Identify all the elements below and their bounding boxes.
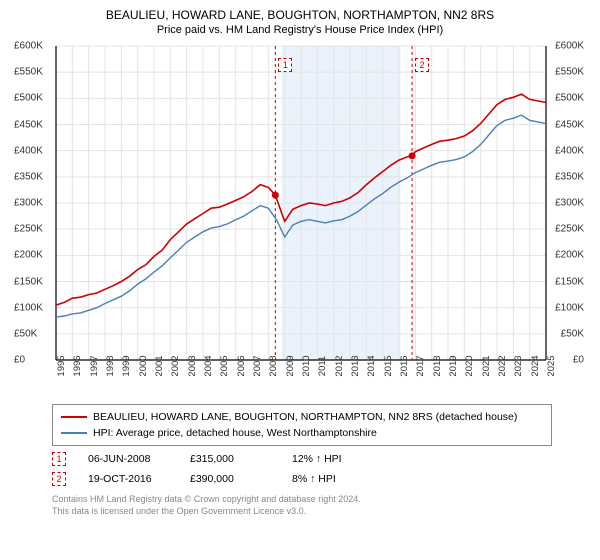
y-axis-label: £50K	[14, 328, 37, 339]
y-axis-label: £150K	[14, 276, 43, 287]
y-axis-label: £450K	[14, 119, 43, 130]
y-axis-label: £250K	[14, 224, 43, 235]
y-axis-label: £350K	[14, 171, 43, 182]
y-axis-label: £100K	[14, 302, 43, 313]
footer-line-1: Contains HM Land Registry data © Crown c…	[52, 494, 588, 506]
y-axis-label-right: £600K	[555, 41, 584, 52]
transaction-date-1: 06-JUN-2008	[88, 453, 168, 465]
y-axis-label-right: £150K	[555, 276, 584, 287]
y-axis-label: £0	[14, 355, 25, 366]
transaction-row-2: 2 19-OCT-2016 £390,000 8% ↑ HPI	[52, 472, 588, 486]
transaction-marker-2: 2	[52, 472, 66, 486]
legend-label-series2: HPI: Average price, detached house, West…	[93, 427, 377, 439]
y-axis-label-right: £350K	[555, 171, 584, 182]
footer-attribution: Contains HM Land Registry data © Crown c…	[52, 494, 588, 517]
legend-swatch-series1	[61, 416, 87, 418]
chart-marker-box: 1	[278, 58, 292, 72]
legend-swatch-series2	[61, 432, 87, 434]
y-axis-label: £550K	[14, 67, 43, 78]
chart-subtitle: Price paid vs. HM Land Registry's House …	[12, 24, 588, 36]
chart-title: BEAULIEU, HOWARD LANE, BOUGHTON, NORTHAM…	[12, 8, 588, 22]
y-axis-label: £300K	[14, 198, 43, 209]
y-axis-label: £400K	[14, 145, 43, 156]
y-axis-label-right: £200K	[555, 250, 584, 261]
chart-svg	[12, 40, 586, 400]
y-axis-label-right: £250K	[555, 224, 584, 235]
y-axis-label-right: £100K	[555, 302, 584, 313]
transaction-price-1: £315,000	[190, 453, 270, 465]
legend-box: BEAULIEU, HOWARD LANE, BOUGHTON, NORTHAM…	[52, 404, 552, 446]
y-axis-label-right: £450K	[555, 119, 584, 130]
y-axis-label-right: £300K	[555, 198, 584, 209]
y-axis-label: £600K	[14, 41, 43, 52]
y-axis-label: £500K	[14, 93, 43, 104]
y-axis-label-right: £400K	[555, 145, 584, 156]
chart-plot-area: £0£0£50K£50K£100K£100K£150K£150K£200K£20…	[12, 40, 586, 400]
y-axis-label-right: £550K	[555, 67, 584, 78]
legend-row-series2: HPI: Average price, detached house, West…	[61, 425, 543, 441]
footer-line-2: This data is licensed under the Open Gov…	[52, 506, 588, 518]
chart-marker-box: 2	[415, 58, 429, 72]
transaction-price-2: £390,000	[190, 473, 270, 485]
chart-container: BEAULIEU, HOWARD LANE, BOUGHTON, NORTHAM…	[0, 0, 600, 560]
transaction-date-2: 19-OCT-2016	[88, 473, 168, 485]
transaction-row-1: 1 06-JUN-2008 £315,000 12% ↑ HPI	[52, 452, 588, 466]
y-axis-label-right: £50K	[561, 328, 584, 339]
x-axis-label: 2025	[546, 355, 586, 376]
transaction-marker-1: 1	[52, 452, 66, 466]
transaction-delta-1: 12% ↑ HPI	[292, 453, 372, 465]
y-axis-label: £200K	[14, 250, 43, 261]
legend-row-series1: BEAULIEU, HOWARD LANE, BOUGHTON, NORTHAM…	[61, 409, 543, 425]
y-axis-label-right: £500K	[555, 93, 584, 104]
legend-label-series1: BEAULIEU, HOWARD LANE, BOUGHTON, NORTHAM…	[93, 411, 517, 423]
transaction-delta-2: 8% ↑ HPI	[292, 473, 372, 485]
